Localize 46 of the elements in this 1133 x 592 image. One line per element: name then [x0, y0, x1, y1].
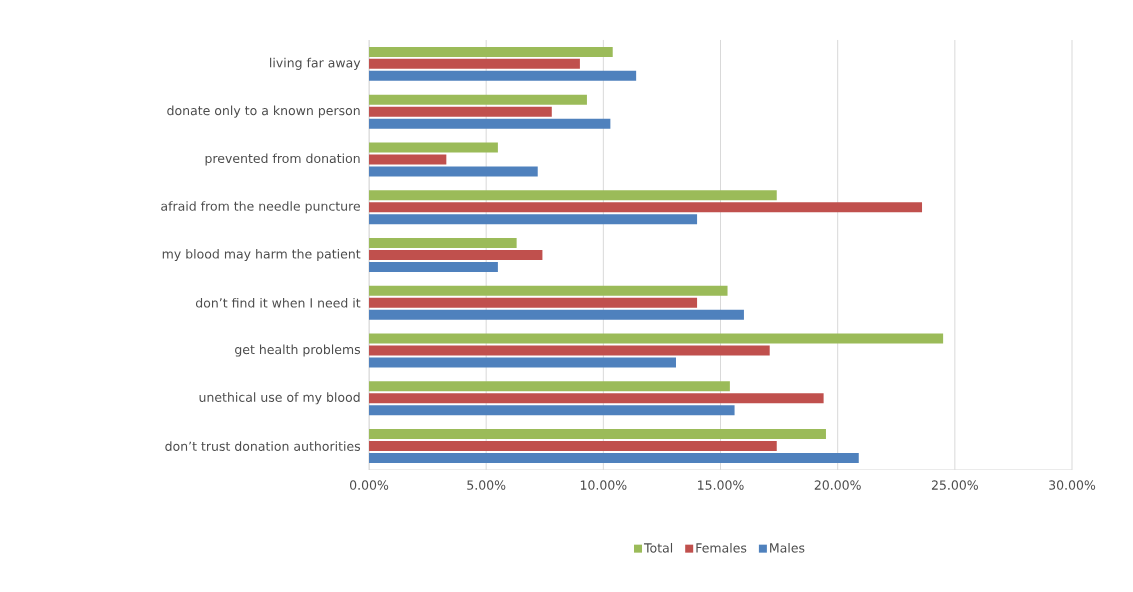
- bar: [369, 214, 698, 225]
- x-tick-label: 0.00%: [349, 480, 389, 490]
- bar: [369, 333, 944, 344]
- bar: [369, 441, 777, 452]
- legend-label: Males: [770, 542, 805, 553]
- y-tick-label: get health problems: [235, 344, 361, 357]
- bar: [369, 357, 676, 368]
- bar: [369, 106, 552, 117]
- bar: [369, 453, 859, 464]
- bar: [369, 154, 447, 165]
- bar: [369, 118, 611, 129]
- x-tick-label: 25.00%: [931, 480, 978, 490]
- y-tick-label: living far away: [270, 57, 361, 70]
- x-tick-label: 30.00%: [1049, 480, 1096, 490]
- bar: [369, 142, 498, 153]
- bar: [369, 237, 517, 248]
- bar: [369, 261, 498, 272]
- bar: [369, 381, 730, 392]
- bar: [369, 166, 538, 177]
- bar: [369, 405, 735, 416]
- y-tick-label: unethical use of my blood: [199, 392, 360, 405]
- legend-label: Females: [696, 542, 747, 553]
- y-tick-label: afraid from the needle puncture: [161, 201, 360, 214]
- y-tick-label: don’t trust donation authorities: [165, 441, 361, 451]
- x-tick-label: 10.00%: [580, 480, 627, 490]
- y-tick-label: don’t find it when I need it: [195, 297, 361, 308]
- bar: [369, 58, 580, 69]
- bar: [369, 429, 826, 440]
- bar: [369, 309, 744, 320]
- y-tick-label: donate only to a known person: [167, 105, 360, 118]
- x-tick-label: 15.00%: [698, 480, 744, 490]
- bar: [369, 393, 824, 404]
- bar: [369, 70, 637, 81]
- bar: [369, 285, 728, 296]
- bar: [369, 202, 923, 213]
- bar: [369, 249, 543, 260]
- x-tick-label: 20.00%: [814, 480, 861, 490]
- bar: [369, 190, 777, 201]
- legend-label: Total: [643, 542, 673, 553]
- y-tick-label: prevented from donation: [205, 153, 360, 166]
- bar: [369, 345, 770, 356]
- y-tick-label: my blood may harm the patient: [162, 248, 361, 262]
- x-tick-label: 5.00%: [467, 480, 506, 490]
- bar: [369, 94, 587, 105]
- bar: [369, 46, 613, 57]
- bar: [369, 297, 698, 308]
